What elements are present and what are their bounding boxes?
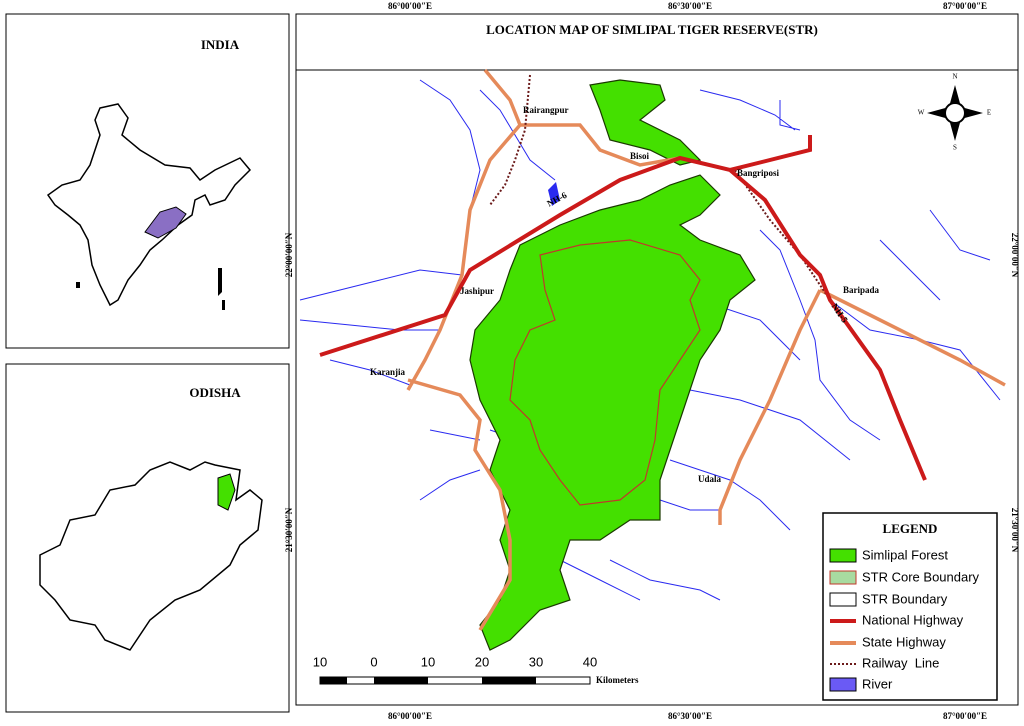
legend-item: Simlipal Forest xyxy=(862,547,948,562)
india-outline xyxy=(46,103,252,307)
scale-label: 10 xyxy=(421,654,435,669)
legend-item: National Highway xyxy=(862,612,964,627)
railway xyxy=(489,74,831,301)
coord-label: 22°00′00″N xyxy=(284,232,294,277)
place-label: Udala xyxy=(698,474,722,484)
reservoir xyxy=(548,182,560,206)
legend-title: LEGEND xyxy=(883,521,938,536)
coord-label: 87°00′00″E xyxy=(943,711,987,721)
india-title: INDIA xyxy=(201,37,240,52)
compass-label: N xyxy=(952,73,957,81)
simlipal-inset xyxy=(217,473,236,511)
compass: N E S W xyxy=(918,73,991,152)
map-title: LOCATION MAP OF SIMLIPAL TIGER RESERVE(S… xyxy=(486,22,818,37)
legend-item: State Highway xyxy=(862,634,946,649)
scale-unit: Kilometers xyxy=(596,675,639,685)
coord-label: 22°00′00″N xyxy=(1010,233,1020,278)
compass-label: S xyxy=(953,144,957,152)
state-highway xyxy=(406,68,1006,631)
coord-label: 21°30′00″N xyxy=(1010,508,1020,553)
legend-item: Railway Line xyxy=(862,655,939,670)
place-label: Karanjia xyxy=(370,367,405,377)
place-label: Rairangpur xyxy=(523,105,569,115)
compass-label: W xyxy=(918,109,925,117)
place-label: Jashipur xyxy=(460,286,494,296)
legend-item: River xyxy=(862,676,893,691)
coord-label: 87°00′00″E xyxy=(943,1,987,11)
legend-item: STR Boundary xyxy=(862,591,948,606)
place-label: Bangriposi xyxy=(737,168,780,178)
scale-label: 20 xyxy=(475,654,489,669)
national-highway xyxy=(319,135,927,481)
place-label: Bisoi xyxy=(630,151,650,161)
scale-bar: 10 0 10 20 30 40 Kilometers xyxy=(313,654,639,685)
coord-label: 21°30′00″N xyxy=(284,507,294,552)
core-boundary xyxy=(509,239,701,506)
simlipal-forest xyxy=(469,79,756,651)
legend-item: STR Core Boundary xyxy=(862,569,980,584)
odisha-title: ODISHA xyxy=(189,385,241,400)
scale-label: 40 xyxy=(583,654,597,669)
place-label: Baripada xyxy=(843,285,880,295)
odisha-highlight xyxy=(144,206,187,239)
odisha-outline xyxy=(39,461,263,651)
coord-label: 86°00′00″E xyxy=(388,1,432,11)
coord-label: 86°00′00″E xyxy=(388,711,432,721)
scale-label: 10 xyxy=(313,654,327,669)
scale-label: 30 xyxy=(529,654,543,669)
legend: LEGEND Simlipal Forest STR Core Boundary… xyxy=(822,512,998,701)
compass-label: E xyxy=(987,109,991,117)
coord-label: 86°30′00″E xyxy=(668,711,712,721)
coord-label: 86°30′00″E xyxy=(668,1,712,11)
scale-label: 0 xyxy=(370,654,377,669)
